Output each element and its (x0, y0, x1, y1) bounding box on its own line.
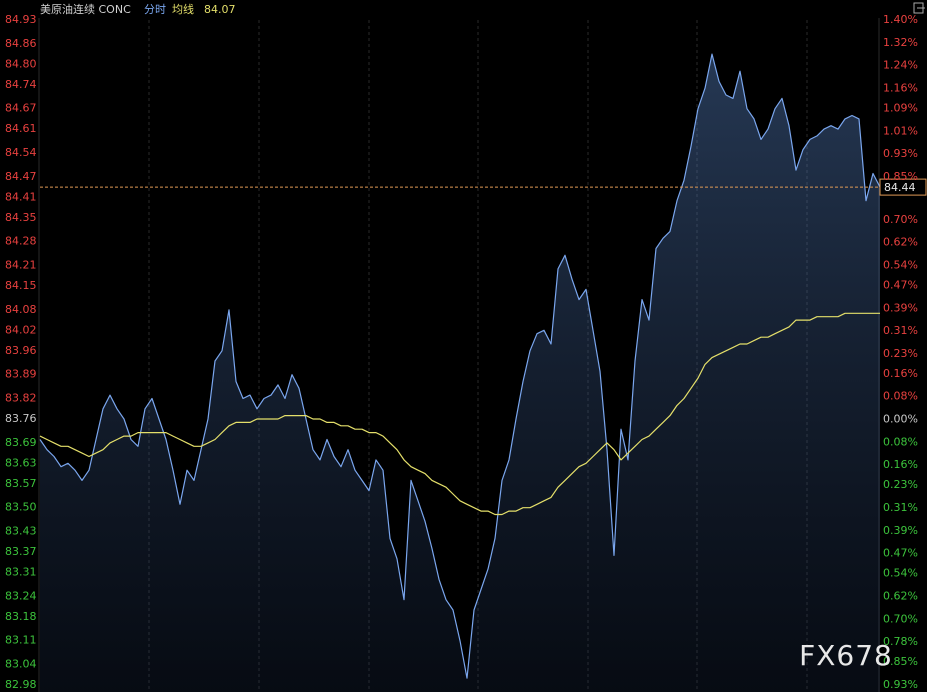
y-tick-label: 83.18 (5, 610, 37, 623)
price-area (40, 54, 880, 692)
y-tick-label: 83.69 (5, 436, 37, 449)
y-tick-label: 84.74 (5, 78, 37, 91)
y2-tick-label: 1.01% (883, 124, 918, 137)
y2-tick-label: 1.40% (883, 13, 918, 26)
y-tick-label: 84.41 (5, 190, 37, 203)
y2-tick-label: 0.08% (883, 390, 918, 403)
y-tick-label: 84.47 (5, 170, 37, 183)
y-tick-label: 84.93 (5, 13, 37, 26)
y2-tick-label: 0.31% (883, 501, 918, 514)
y2-tick-label: 1.32% (883, 36, 918, 49)
y2-tick-label: 0.85% (883, 655, 918, 668)
y2-tick-label: 0.39% (883, 524, 918, 537)
y2-tick-label: 0.23% (883, 347, 918, 360)
y2-tick-label: 0.16% (883, 458, 918, 471)
y2-tick-label: 0.70% (883, 213, 918, 226)
last-price-label: 84.44 (884, 181, 916, 194)
y-tick-label: 83.57 (5, 477, 37, 490)
y-tick-label: 84.35 (5, 211, 37, 224)
y-tick-label: 83.89 (5, 368, 37, 381)
y-tick-label: 83.37 (5, 545, 37, 558)
y-tick-label: 83.31 (5, 565, 37, 578)
y-tick-label: 83.76 (5, 412, 37, 425)
y2-tick-label: 0.16% (883, 367, 918, 380)
y2-tick-label: 0.70% (883, 612, 918, 625)
y2-tick-label: 0.93% (883, 678, 918, 691)
y-tick-label: 84.08 (5, 303, 37, 316)
y2-tick-label: 0.47% (883, 547, 918, 560)
y-tick-label: 83.63 (5, 456, 37, 469)
y-tick-label: 84.61 (5, 122, 37, 135)
y-tick-label: 84.54 (5, 146, 37, 159)
chart-title: 美原油连续 CONC (40, 2, 131, 16)
y2-tick-label: 0.31% (883, 324, 918, 337)
y-tick-label: 84.21 (5, 259, 37, 272)
y-tick-label: 84.15 (5, 279, 37, 292)
y-tick-label: 84.80 (5, 57, 37, 70)
y-tick-label: 84.86 (5, 37, 37, 50)
y-tick-label: 84.67 (5, 102, 37, 115)
y-tick-label: 84.02 (5, 323, 37, 336)
y2-tick-label: 0.23% (883, 478, 918, 491)
last-price-box (879, 178, 927, 196)
y2-tick-label: 0.08% (883, 435, 918, 448)
y-tick-label: 83.82 (5, 392, 37, 405)
y-tick-label: 84.28 (5, 235, 37, 248)
y-tick-label: 83.24 (5, 589, 37, 602)
y-tick-label: 83.43 (5, 525, 37, 538)
y-tick-label: 82.98 (5, 678, 37, 691)
y2-tick-label: 0.54% (883, 258, 918, 271)
y-tick-label: 83.50 (5, 501, 37, 514)
y2-tick-label: 1.24% (883, 59, 918, 72)
y-tick-label: 83.11 (5, 634, 37, 647)
y2-tick-label: 0.93% (883, 147, 918, 160)
y2-tick-label: 1.16% (883, 81, 918, 94)
price-line (39, 53, 881, 679)
y2-tick-label: 0.78% (883, 635, 918, 648)
y2-tick-label: 0.85% (883, 170, 918, 183)
y-tick-label: 83.04 (5, 658, 37, 671)
watermark: FX678 (799, 639, 893, 672)
y2-tick-label: 0.39% (883, 301, 918, 314)
y2-tick-label: 0.62% (883, 236, 918, 249)
average-line (39, 312, 880, 516)
y2-tick-label: 0.54% (883, 567, 918, 580)
legend-entry: 分时 (144, 3, 166, 16)
y2-tick-label: 0.47% (883, 278, 918, 291)
y-tick-label: 83.96 (5, 344, 37, 357)
y2-tick-label: 0.62% (883, 590, 918, 603)
legend-value: 84.07 (204, 3, 236, 16)
y2-tick-label: 0.00% (883, 413, 918, 426)
y2-tick-label: 1.09% (883, 101, 918, 114)
exit-icon[interactable] (913, 2, 925, 14)
legend-entry: 均线 (172, 2, 194, 16)
plot-area: 84.44 (39, 53, 927, 692)
